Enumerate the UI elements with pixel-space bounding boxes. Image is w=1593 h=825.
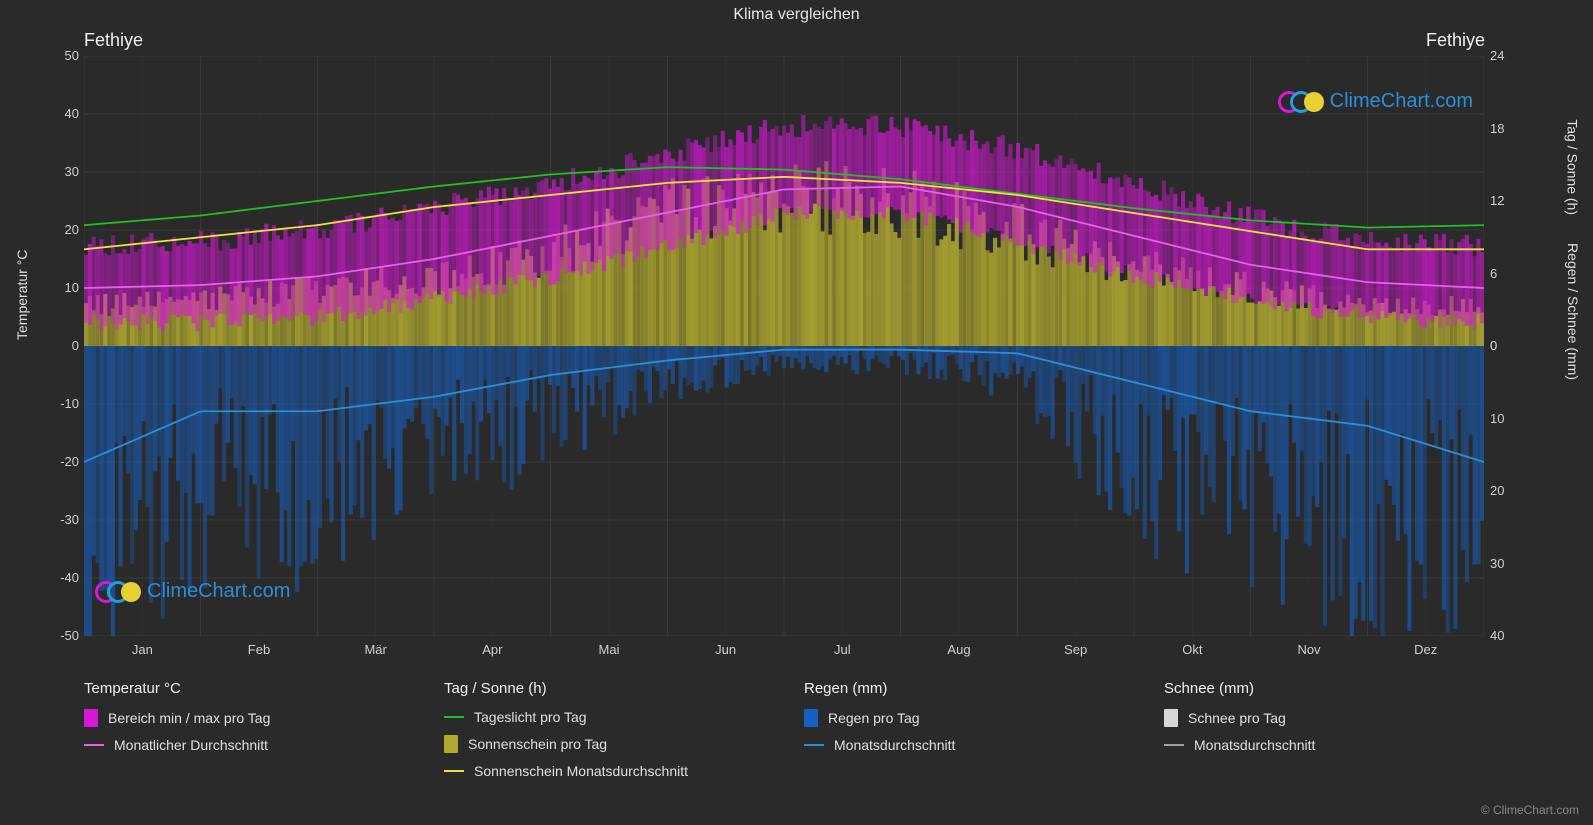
legend-items-3: Regen pro Tag Monatsdurchschnitt xyxy=(804,709,1124,753)
watermark-bottom: ClimeChart.com xyxy=(95,580,290,603)
watermark-text: ClimeChart.com xyxy=(1330,90,1473,113)
legend-items-4: Schnee pro Tag Monatsdurchschnitt xyxy=(1164,709,1484,753)
legend-header: Temperatur °C xyxy=(84,680,404,697)
watermark-text: ClimeChart.com xyxy=(147,580,290,603)
tick-left: 40 xyxy=(39,106,79,121)
legend-col-snow: Schnee (mm) Schnee pro Tag Monatsdurchsch… xyxy=(1164,680,1484,789)
legend-swatch xyxy=(84,709,98,727)
tick-right: 24 xyxy=(1490,48,1530,63)
tick-right: 40 xyxy=(1490,628,1530,643)
tick-month: Jul xyxy=(812,642,872,657)
tick-month: Jun xyxy=(696,642,756,657)
legend-col-rain: Regen (mm) Regen pro Tag Monatsdurchschni… xyxy=(804,680,1124,789)
legend-swatch xyxy=(804,744,824,746)
y-axis-right-top-label: Tag / Sonne (h) xyxy=(1565,119,1581,215)
watermark-top: ClimeChart.com xyxy=(1278,90,1473,113)
tick-left: 20 xyxy=(39,222,79,237)
plot-svg xyxy=(84,56,1484,636)
tick-left: -30 xyxy=(39,512,79,527)
legend: Temperatur °C Bereich min / max pro Tag M… xyxy=(84,680,1484,789)
tick-left: 50 xyxy=(39,48,79,63)
tick-month: Apr xyxy=(462,642,522,657)
tick-left: 0 xyxy=(39,338,79,353)
tick-month: Jan xyxy=(112,642,172,657)
legend-label: Sonnenschein Monatsdurchschnitt xyxy=(474,763,688,779)
tick-month: Mär xyxy=(346,642,406,657)
legend-label: Monatsdurchschnitt xyxy=(1194,737,1315,753)
tick-right: 18 xyxy=(1490,121,1530,136)
tick-month: Aug xyxy=(929,642,989,657)
legend-item: Sonnenschein pro Tag xyxy=(444,735,764,753)
legend-col-sun: Tag / Sonne (h) Tageslicht pro Tag Sonnen… xyxy=(444,680,764,789)
legend-swatch xyxy=(804,709,818,727)
tick-right: 20 xyxy=(1490,483,1530,498)
location-label-left: Fethiye xyxy=(84,30,143,51)
tick-left: 30 xyxy=(39,164,79,179)
legend-item: Regen pro Tag xyxy=(804,709,1124,727)
legend-item: Tageslicht pro Tag xyxy=(444,709,764,725)
legend-label: Monatlicher Durchschnitt xyxy=(114,737,268,753)
legend-label: Schnee pro Tag xyxy=(1188,710,1286,726)
legend-item: Sonnenschein Monatsdurchschnitt xyxy=(444,763,764,779)
tick-right: 0 xyxy=(1490,338,1530,353)
plot-area xyxy=(84,56,1484,636)
legend-header: Tag / Sonne (h) xyxy=(444,680,764,697)
legend-item: Monatlicher Durchschnitt xyxy=(84,737,404,753)
legend-items-1: Bereich min / max pro Tag Monatlicher Dur… xyxy=(84,709,404,753)
tick-right: 30 xyxy=(1490,556,1530,571)
legend-label: Bereich min / max pro Tag xyxy=(108,710,270,726)
logo-sun-icon xyxy=(121,582,141,602)
legend-swatch xyxy=(444,735,458,753)
tick-left: -10 xyxy=(39,396,79,411)
tick-month: Sep xyxy=(1046,642,1106,657)
climate-chart: Klima vergleichen Fethiye Fethiye Temper… xyxy=(0,0,1593,825)
y-axis-left-label: Temperatur °C xyxy=(14,250,30,340)
legend-swatch xyxy=(444,716,464,718)
legend-header: Regen (mm) xyxy=(804,680,1124,697)
legend-label: Tageslicht pro Tag xyxy=(474,709,587,725)
location-label-right: Fethiye xyxy=(1426,30,1485,51)
logo-sun-icon xyxy=(1304,92,1324,112)
tick-left: -50 xyxy=(39,628,79,643)
tick-right: 6 xyxy=(1490,266,1530,281)
tick-right: 12 xyxy=(1490,193,1530,208)
tick-month: Okt xyxy=(1162,642,1222,657)
tick-month: Feb xyxy=(229,642,289,657)
copyright: © ClimeChart.com xyxy=(1481,803,1579,817)
legend-header: Schnee (mm) xyxy=(1164,680,1484,697)
legend-items-2: Tageslicht pro Tag Sonnenschein pro Tag So… xyxy=(444,709,764,779)
tick-month: Mai xyxy=(579,642,639,657)
legend-item: Schnee pro Tag xyxy=(1164,709,1484,727)
legend-swatch xyxy=(1164,709,1178,727)
legend-label: Monatsdurchschnitt xyxy=(834,737,955,753)
legend-label: Sonnenschein pro Tag xyxy=(468,736,607,752)
chart-title: Klima vergleichen xyxy=(0,0,1593,24)
tick-month: Nov xyxy=(1279,642,1339,657)
legend-swatch xyxy=(84,744,104,746)
legend-swatch xyxy=(1164,744,1184,746)
legend-swatch xyxy=(444,770,464,772)
tick-left: -20 xyxy=(39,454,79,469)
tick-right: 10 xyxy=(1490,411,1530,426)
y-axis-right-bottom-label: Regen / Schnee (mm) xyxy=(1565,243,1581,380)
tick-left: 10 xyxy=(39,280,79,295)
legend-label: Regen pro Tag xyxy=(828,710,920,726)
tick-left: -40 xyxy=(39,570,79,585)
legend-item: Bereich min / max pro Tag xyxy=(84,709,404,727)
legend-item: Monatsdurchschnitt xyxy=(804,737,1124,753)
legend-col-temp: Temperatur °C Bereich min / max pro Tag M… xyxy=(84,680,404,789)
legend-item: Monatsdurchschnitt xyxy=(1164,737,1484,753)
tick-month: Dez xyxy=(1396,642,1456,657)
